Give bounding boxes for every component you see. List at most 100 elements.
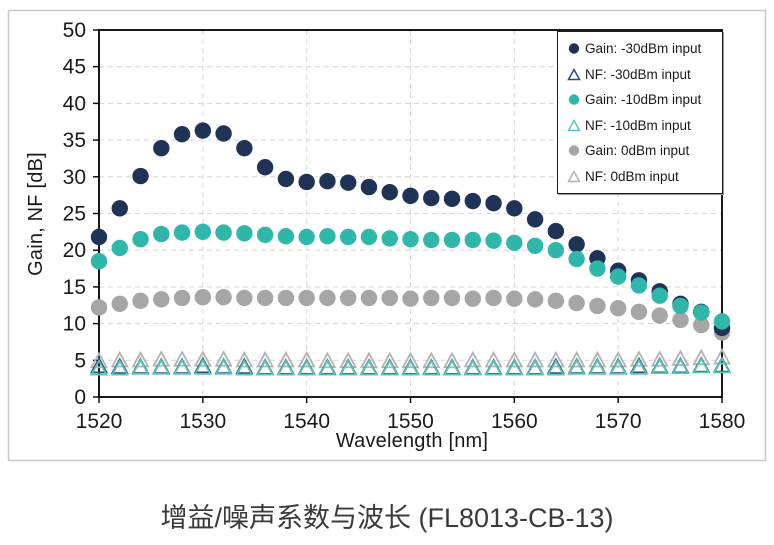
data-point <box>173 358 192 375</box>
data-point <box>464 290 481 307</box>
legend-label: NF: -30dBm input <box>585 66 691 82</box>
legend-label: Gain: -30dBm input <box>585 41 702 57</box>
x-tick-label: 1560 <box>491 410 538 433</box>
data-point <box>235 350 254 368</box>
x-tick-label: 1550 <box>387 410 434 433</box>
data-point <box>153 291 170 308</box>
series-nf-0dbm-input <box>89 347 732 369</box>
data-point <box>463 350 482 368</box>
data-point <box>132 292 149 310</box>
data-point <box>193 358 212 375</box>
data-point <box>692 356 711 374</box>
data-point <box>277 228 295 245</box>
legend-item-3: NF: -10dBm input <box>567 114 722 136</box>
data-point <box>236 225 253 242</box>
data-point <box>443 231 461 249</box>
data-point <box>712 356 732 374</box>
data-point <box>339 351 358 369</box>
data-point <box>712 347 732 365</box>
data-point <box>505 358 524 376</box>
series-gain--10dbm-input <box>90 223 731 330</box>
data-point <box>214 358 233 375</box>
data-point <box>443 190 461 208</box>
data-point <box>340 228 357 246</box>
data-point <box>339 358 358 376</box>
data-point <box>319 173 336 190</box>
data-point <box>464 192 481 210</box>
data-point <box>629 350 648 367</box>
data-point <box>298 228 315 246</box>
y-tick-label: 40 <box>63 92 86 115</box>
data-point <box>276 358 295 376</box>
triangle-marker-icon <box>567 118 582 132</box>
data-point <box>194 122 212 139</box>
data-point <box>693 304 710 321</box>
legend-label: NF: -10dBm input <box>585 117 691 133</box>
legend-label: Gain: 0dBm input <box>585 143 690 159</box>
data-point <box>484 358 503 376</box>
data-point <box>547 242 565 259</box>
data-point <box>609 358 628 375</box>
data-point <box>506 200 523 217</box>
data-point <box>651 307 668 324</box>
data-point <box>89 358 109 376</box>
legend-label: Gain: -10dBm input <box>585 92 702 108</box>
data-point <box>526 291 544 308</box>
data-point <box>297 350 316 368</box>
data-point <box>359 358 378 376</box>
data-point <box>650 357 669 375</box>
data-point <box>215 288 232 306</box>
data-point <box>423 189 440 207</box>
data-point <box>215 125 232 142</box>
data-point <box>256 226 274 243</box>
legend-item-0: Gain: -30dBm input <box>567 38 722 60</box>
data-point <box>589 260 606 277</box>
data-point <box>111 239 128 257</box>
data-point <box>277 170 295 188</box>
data-point <box>423 231 440 249</box>
data-point <box>609 350 628 368</box>
data-point <box>153 139 170 157</box>
data-point <box>443 289 461 307</box>
data-point <box>111 295 128 312</box>
y-tick-label: 35 <box>63 129 86 152</box>
y-tick-label: 15 <box>63 276 86 299</box>
data-point <box>629 358 648 375</box>
data-point <box>485 232 502 249</box>
data-point <box>256 350 275 368</box>
data-point <box>568 250 585 268</box>
data-point <box>484 350 503 368</box>
data-point <box>360 178 378 196</box>
data-point <box>651 287 668 304</box>
data-point <box>132 230 149 248</box>
data-point <box>360 228 378 246</box>
y-tick-label: 20 <box>63 239 86 262</box>
data-point <box>381 230 398 247</box>
data-point <box>672 311 689 329</box>
data-point <box>340 174 357 191</box>
data-point <box>693 316 710 334</box>
data-point <box>588 358 607 375</box>
data-point <box>381 289 398 307</box>
data-point <box>422 358 441 376</box>
data-point <box>443 351 462 369</box>
data-point <box>630 303 648 321</box>
data-point <box>568 236 585 253</box>
data-point <box>89 351 109 369</box>
y-tick-label: 10 <box>63 313 86 336</box>
triangle-marker-icon <box>567 67 582 81</box>
data-point <box>90 299 108 316</box>
data-point <box>422 351 441 369</box>
data-point <box>131 350 150 368</box>
data-point <box>90 228 108 246</box>
data-point <box>152 358 171 375</box>
data-point <box>567 350 586 368</box>
data-point <box>609 299 627 317</box>
data-point <box>318 351 337 369</box>
data-point <box>110 350 129 368</box>
data-point <box>194 288 212 306</box>
data-point <box>173 350 192 367</box>
legend-item-1: NF: -30dBm input <box>567 63 722 85</box>
